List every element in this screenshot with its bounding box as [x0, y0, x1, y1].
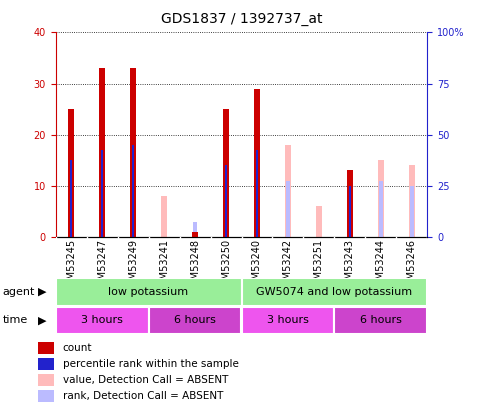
Text: rank, Detection Call = ABSENT: rank, Detection Call = ABSENT	[63, 391, 223, 401]
Text: time: time	[2, 315, 28, 325]
Bar	[56, 307, 149, 334]
Text: GW5074 and low potassium: GW5074 and low potassium	[256, 287, 412, 297]
Bar	[256, 150, 258, 237]
Bar	[192, 232, 198, 237]
Bar	[192, 232, 199, 237]
Bar	[284, 145, 291, 237]
Bar	[410, 186, 414, 237]
Bar	[101, 150, 103, 237]
Text: ▶: ▶	[38, 315, 46, 325]
Bar	[348, 186, 352, 237]
Bar	[99, 68, 105, 237]
Text: GSM53243: GSM53243	[345, 239, 355, 292]
Bar	[130, 68, 136, 237]
Bar	[242, 278, 427, 306]
Bar	[38, 374, 54, 386]
Bar	[254, 89, 260, 237]
Bar	[38, 390, 54, 402]
Text: GSM53250: GSM53250	[221, 239, 231, 292]
Bar	[223, 109, 229, 237]
Bar	[315, 206, 322, 237]
Text: GSM53251: GSM53251	[314, 239, 324, 292]
Text: ▶: ▶	[38, 287, 46, 297]
Bar	[161, 196, 168, 237]
Text: agent: agent	[2, 287, 35, 297]
Text: GDS1837 / 1392737_at: GDS1837 / 1392737_at	[161, 12, 322, 26]
Bar	[242, 307, 334, 334]
Text: GSM53241: GSM53241	[159, 239, 169, 292]
Text: 3 hours: 3 hours	[267, 315, 309, 325]
Text: value, Detection Call = ABSENT: value, Detection Call = ABSENT	[63, 375, 228, 385]
Bar	[334, 307, 427, 334]
Bar	[409, 165, 415, 237]
Text: count: count	[63, 343, 92, 353]
Text: low potassium: low potassium	[109, 287, 188, 297]
Text: percentile rank within the sample: percentile rank within the sample	[63, 359, 239, 369]
Bar	[225, 165, 227, 237]
Text: 6 hours: 6 hours	[174, 315, 216, 325]
Text: GSM53244: GSM53244	[376, 239, 386, 292]
Bar	[56, 278, 242, 306]
Text: 3 hours: 3 hours	[81, 315, 123, 325]
Text: GSM53242: GSM53242	[283, 239, 293, 292]
Bar	[149, 307, 242, 334]
Text: GSM53247: GSM53247	[97, 239, 107, 292]
Text: 6 hours: 6 hours	[360, 315, 402, 325]
Bar	[286, 181, 290, 237]
Bar	[378, 160, 384, 237]
Bar	[132, 145, 134, 237]
Text: GSM53248: GSM53248	[190, 239, 200, 292]
Text: GSM53245: GSM53245	[66, 239, 76, 292]
Text: GSM53249: GSM53249	[128, 239, 138, 292]
Bar	[349, 186, 351, 237]
Bar	[379, 181, 383, 237]
Bar	[68, 109, 74, 237]
Bar	[38, 342, 54, 354]
Bar	[193, 222, 197, 237]
Bar	[38, 358, 54, 370]
Bar	[70, 160, 72, 237]
Text: GSM53240: GSM53240	[252, 239, 262, 292]
Bar	[347, 171, 353, 237]
Text: GSM53246: GSM53246	[407, 239, 417, 292]
